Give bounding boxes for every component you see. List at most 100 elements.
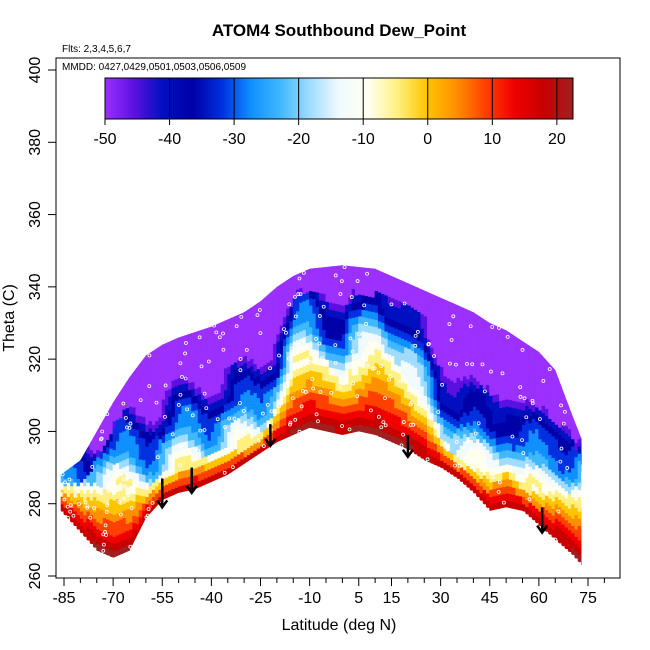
curtain-cell — [112, 478, 117, 487]
curtain-cell — [223, 396, 229, 405]
curtain-cell — [197, 321, 203, 330]
curtain-cell — [341, 384, 347, 393]
curtain-cell — [427, 331, 432, 340]
curtain-cell — [115, 462, 121, 471]
curtain-cell — [479, 478, 484, 487]
curtain-cell — [371, 325, 376, 334]
curtain-cell — [269, 345, 275, 354]
curtain-cell — [567, 435, 573, 444]
observation-point — [329, 391, 334, 395]
curtain-cell — [145, 373, 150, 382]
curtain-cell — [214, 350, 219, 359]
curtain-cell — [525, 448, 530, 457]
curtain-cell — [443, 419, 448, 427]
curtain-cell — [148, 398, 153, 407]
curtain-cell — [318, 372, 324, 380]
curtain-cell — [495, 480, 501, 489]
curtain-cell — [223, 331, 229, 340]
curtain-cell — [384, 396, 389, 404]
observation-point — [215, 417, 220, 422]
curtain-cell — [269, 323, 275, 332]
curtain-cell — [377, 407, 383, 416]
curtain-cell — [233, 376, 239, 385]
curtain-cell — [453, 309, 458, 318]
curtain-cell — [417, 369, 422, 378]
curtain-cell — [430, 390, 435, 399]
curtain-cell — [174, 458, 180, 467]
curtain-cell — [178, 413, 183, 422]
curtain-cell — [194, 424, 199, 433]
curtain-cell — [404, 310, 409, 319]
curtain-cell — [279, 310, 284, 319]
curtain-cell — [361, 302, 366, 310]
curtain-cell — [391, 283, 396, 292]
curtain-cell — [413, 338, 419, 347]
curtain-cell — [535, 421, 540, 430]
curtain-cell — [413, 294, 419, 303]
curtain-cell — [145, 438, 150, 447]
curtain-cell — [466, 385, 471, 394]
observation-point — [197, 335, 202, 340]
curtain-cell — [564, 534, 569, 542]
curtain-cell — [260, 308, 265, 317]
curtain-cell — [322, 307, 327, 316]
curtain-cell — [165, 339, 170, 348]
curtain-cell — [260, 366, 265, 375]
curtain-cell — [279, 419, 284, 427]
observation-point — [310, 377, 315, 381]
curtain-cell — [459, 329, 465, 338]
curtain-cell — [518, 387, 523, 396]
curtain-cell — [443, 404, 448, 413]
curtain-cell — [482, 344, 487, 353]
curtain-cell — [132, 536, 137, 545]
curtain-cell — [466, 313, 471, 322]
curtain-cell — [492, 445, 497, 453]
curtain-cell — [548, 418, 553, 427]
curtain-cell — [269, 302, 275, 310]
curtain-cell — [305, 320, 311, 329]
curtain-cell — [440, 402, 445, 411]
curtain-cell — [495, 444, 501, 453]
curtain-cell — [499, 465, 504, 474]
curtain-cell — [223, 317, 229, 326]
curtain-cell — [273, 379, 278, 388]
curtain-cell — [86, 518, 91, 526]
curtain-cell — [377, 320, 383, 329]
curtain-cell — [243, 355, 248, 364]
curtain-cell — [312, 312, 317, 321]
curtain-cell — [184, 426, 189, 435]
curtain-cell — [174, 371, 180, 380]
curtain-cell — [76, 463, 81, 472]
curtain-cell — [92, 518, 98, 526]
curtain-cell — [371, 275, 376, 284]
curtain-cell — [561, 379, 566, 388]
curtain-cell — [158, 453, 163, 461]
curtain-cell — [223, 403, 229, 412]
curtain-cell — [125, 479, 130, 488]
curtain-cell — [489, 445, 494, 454]
curtain-cell — [374, 398, 379, 407]
curtain-cell — [220, 419, 225, 428]
curtain-cell — [171, 329, 176, 338]
curtain-cell — [161, 333, 167, 342]
curtain-cell — [282, 316, 288, 325]
curtain-cell — [522, 438, 527, 447]
arrow-head — [185, 485, 198, 496]
curtain-cell — [358, 315, 363, 324]
curtain-cell — [407, 312, 412, 320]
curtain-cell — [387, 368, 392, 377]
curtain-cell — [243, 326, 248, 335]
curtain-cell — [394, 436, 399, 445]
curtain-cell — [463, 419, 468, 427]
curtain-cell — [358, 409, 363, 418]
curtain-cell — [145, 453, 150, 461]
observation-point — [99, 436, 104, 441]
curtain-cell — [214, 393, 219, 402]
curtain-cell — [394, 400, 399, 409]
curtain-cell — [436, 451, 442, 460]
curtain-cell — [345, 412, 350, 421]
curtain-cell — [407, 442, 412, 451]
curtain-cell — [538, 424, 543, 433]
curtain-cell — [430, 340, 435, 349]
curtain-cell — [404, 354, 409, 362]
